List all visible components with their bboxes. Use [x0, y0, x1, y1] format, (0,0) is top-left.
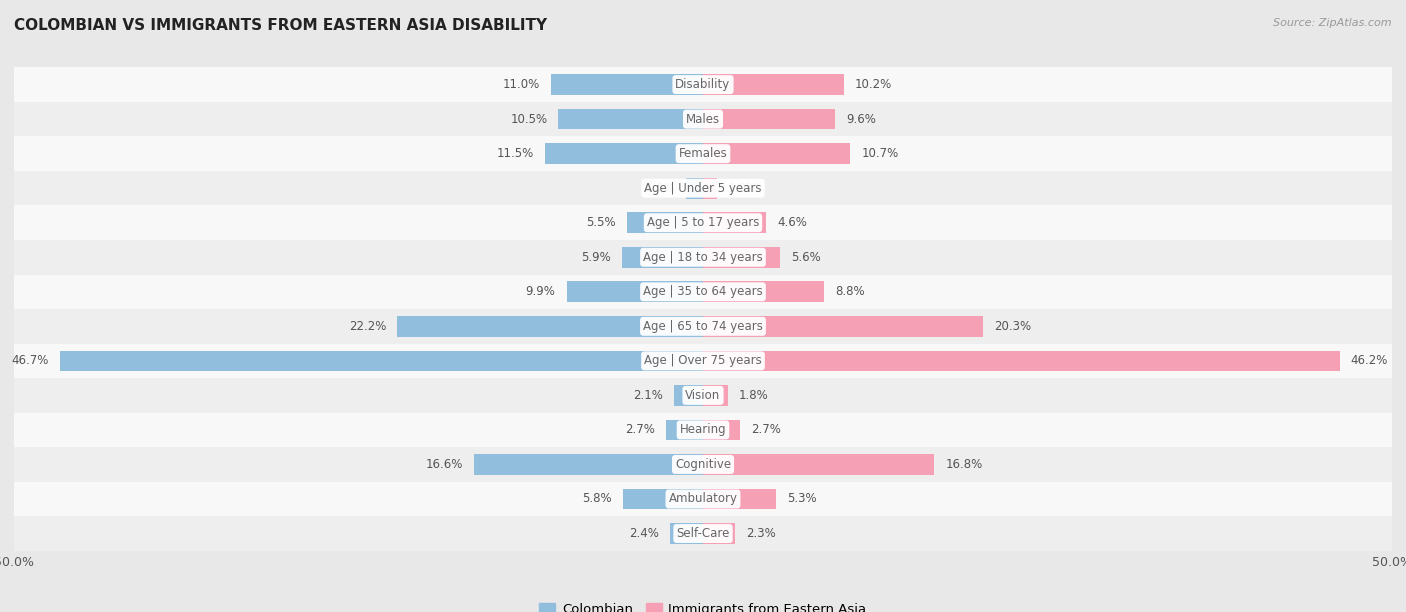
- Bar: [14, 378, 1392, 412]
- Bar: [703, 420, 740, 440]
- Text: Source: ZipAtlas.com: Source: ZipAtlas.com: [1274, 18, 1392, 28]
- Text: Cognitive: Cognitive: [675, 458, 731, 471]
- Bar: [14, 275, 1392, 309]
- Bar: [621, 247, 703, 267]
- Text: 5.3%: 5.3%: [787, 493, 817, 506]
- Text: 1.0%: 1.0%: [728, 182, 758, 195]
- Bar: [567, 282, 703, 302]
- Text: Males: Males: [686, 113, 720, 125]
- Bar: [627, 212, 703, 233]
- Text: Disability: Disability: [675, 78, 731, 91]
- Bar: [703, 316, 983, 337]
- Text: 1.8%: 1.8%: [738, 389, 769, 402]
- Bar: [14, 343, 1392, 378]
- Text: 11.5%: 11.5%: [496, 147, 533, 160]
- Text: Age | Under 5 years: Age | Under 5 years: [644, 182, 762, 195]
- Bar: [703, 212, 766, 233]
- Text: 22.2%: 22.2%: [349, 320, 387, 333]
- Bar: [14, 412, 1392, 447]
- Text: 10.2%: 10.2%: [855, 78, 891, 91]
- Text: 16.8%: 16.8%: [945, 458, 983, 471]
- Text: 20.3%: 20.3%: [994, 320, 1031, 333]
- Text: COLOMBIAN VS IMMIGRANTS FROM EASTERN ASIA DISABILITY: COLOMBIAN VS IMMIGRANTS FROM EASTERN ASI…: [14, 18, 547, 34]
- Text: 46.7%: 46.7%: [11, 354, 48, 367]
- Bar: [686, 178, 703, 198]
- Bar: [703, 488, 776, 509]
- Text: Age | 18 to 34 years: Age | 18 to 34 years: [643, 251, 763, 264]
- Bar: [14, 206, 1392, 240]
- Bar: [14, 102, 1392, 136]
- Text: Self-Care: Self-Care: [676, 527, 730, 540]
- Bar: [703, 385, 728, 406]
- Text: Age | 65 to 74 years: Age | 65 to 74 years: [643, 320, 763, 333]
- Text: 4.6%: 4.6%: [778, 216, 807, 230]
- Text: 10.7%: 10.7%: [862, 147, 898, 160]
- Bar: [14, 517, 1392, 551]
- Text: Age | 35 to 64 years: Age | 35 to 64 years: [643, 285, 763, 298]
- Bar: [14, 309, 1392, 343]
- Text: 1.2%: 1.2%: [645, 182, 675, 195]
- Text: 10.5%: 10.5%: [510, 113, 547, 125]
- Bar: [703, 247, 780, 267]
- Bar: [703, 74, 844, 95]
- Text: 2.1%: 2.1%: [633, 389, 664, 402]
- Bar: [669, 523, 703, 544]
- Bar: [623, 488, 703, 509]
- Text: 9.6%: 9.6%: [846, 113, 876, 125]
- Text: Vision: Vision: [685, 389, 721, 402]
- Text: Ambulatory: Ambulatory: [668, 493, 738, 506]
- Bar: [14, 136, 1392, 171]
- Text: 11.0%: 11.0%: [503, 78, 540, 91]
- Text: Hearing: Hearing: [679, 424, 727, 436]
- Text: Age | 5 to 17 years: Age | 5 to 17 years: [647, 216, 759, 230]
- Text: 8.8%: 8.8%: [835, 285, 865, 298]
- Bar: [396, 316, 703, 337]
- Text: 2.3%: 2.3%: [745, 527, 776, 540]
- Text: 9.9%: 9.9%: [526, 285, 555, 298]
- Bar: [703, 109, 835, 130]
- Bar: [14, 240, 1392, 275]
- Bar: [703, 282, 824, 302]
- Bar: [703, 523, 735, 544]
- Text: 5.9%: 5.9%: [581, 251, 610, 264]
- Text: 16.6%: 16.6%: [426, 458, 463, 471]
- Text: Females: Females: [679, 147, 727, 160]
- Bar: [14, 67, 1392, 102]
- Bar: [551, 74, 703, 95]
- Bar: [544, 143, 703, 164]
- Legend: Colombian, Immigrants from Eastern Asia: Colombian, Immigrants from Eastern Asia: [534, 598, 872, 612]
- Text: Age | Over 75 years: Age | Over 75 years: [644, 354, 762, 367]
- Bar: [673, 385, 703, 406]
- Bar: [558, 109, 703, 130]
- Text: 5.6%: 5.6%: [792, 251, 821, 264]
- Bar: [703, 351, 1340, 371]
- Text: 5.8%: 5.8%: [582, 493, 612, 506]
- Bar: [666, 420, 703, 440]
- Text: 5.5%: 5.5%: [586, 216, 616, 230]
- Text: 2.4%: 2.4%: [628, 527, 659, 540]
- Bar: [703, 143, 851, 164]
- Bar: [14, 171, 1392, 206]
- Text: 2.7%: 2.7%: [751, 424, 782, 436]
- Bar: [14, 482, 1392, 517]
- Text: 2.7%: 2.7%: [624, 424, 655, 436]
- Bar: [59, 351, 703, 371]
- Bar: [474, 454, 703, 475]
- Bar: [14, 447, 1392, 482]
- Bar: [703, 454, 935, 475]
- Text: 46.2%: 46.2%: [1351, 354, 1388, 367]
- Bar: [703, 178, 717, 198]
